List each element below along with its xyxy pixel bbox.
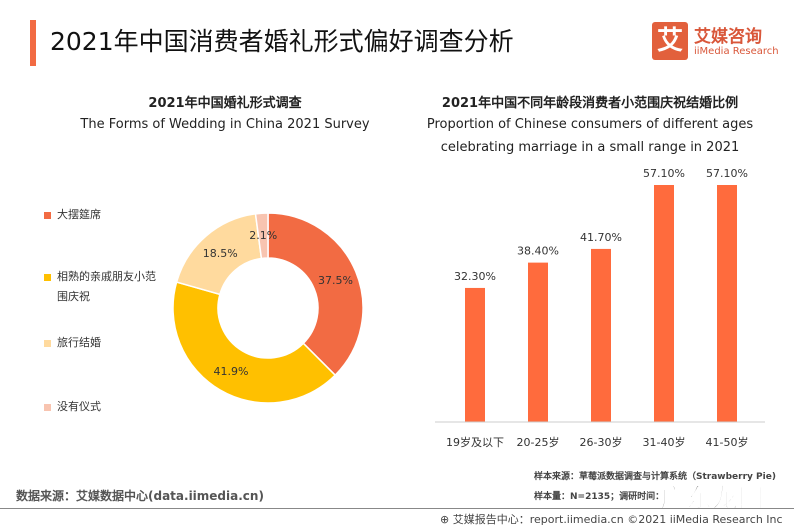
logo-icon: 艾 (652, 22, 688, 60)
legend-label: 旅行结婚 (57, 336, 101, 349)
legend-swatch (44, 274, 51, 281)
footer-divider (0, 508, 794, 509)
legend-swatch (44, 404, 51, 411)
page-title: 2021年中国消费者婚礼形式偏好调查分析 (50, 27, 514, 56)
data-source: 数据来源：艾媒数据中心(data.iimedia.cn) (16, 489, 264, 503)
bar (528, 262, 548, 422)
pie-subtitle: The Forms of Wedding in China 2021 Surve… (80, 117, 370, 132)
bar-chart: 32.30% 19岁及以下 38.40% 20-25岁 41.70% 26-30岁 57.1… (435, 167, 765, 449)
bar-value-label: 41.70% (580, 231, 622, 244)
legend-item: 没有仪式 (44, 397, 164, 417)
sample-source-note: 样本来源：草莓派数据调查与计算系统（Strawberry Pie) (534, 472, 776, 482)
bar (654, 185, 674, 422)
slice-label: 41.9% (214, 365, 249, 378)
footer-text: 艾媒报告中心：report.iimedia.cn ©2021 iiMedia R… (452, 513, 783, 526)
bar-title: 2021年中国不同年龄段消费者小范围庆祝结婚比例 (441, 96, 739, 111)
logo-en: iiMedia Research (694, 46, 779, 57)
globe-icon: ⊕ (440, 513, 453, 526)
title-accent-bar (30, 20, 36, 66)
bar-subtitle-2: celebrating marriage in a small range in… (440, 140, 740, 155)
pie-title: 2021年中国婚礼形式调查 (148, 96, 302, 111)
x-tick-label: 19岁及以下 (446, 435, 504, 449)
watermark: 广东龙网 (659, 484, 765, 515)
bar-value-label: 32.30% (454, 270, 496, 283)
legend-item: 相熟的亲戚朋友小范围庆祝 (44, 267, 164, 307)
bar-subtitle-1: Proportion of Chinese consumers of diffe… (426, 117, 754, 132)
footer: ⊕ 艾媒报告中心：report.iimedia.cn ©2021 iiMedia… (440, 511, 783, 527)
bar-value-label: 57.10% (706, 167, 748, 180)
legend-swatch (44, 212, 51, 219)
legend-item: 旅行结婚 (44, 333, 164, 353)
x-tick-label: 41-50岁 (706, 435, 749, 449)
slice-label: 37.5% (318, 274, 353, 287)
bar-value-label: 57.10% (643, 167, 685, 180)
logo: 艾 艾媒咨询 iiMedia Research (652, 22, 780, 62)
legend-label: 相熟的亲戚朋友小范围庆祝 (57, 270, 156, 303)
donut-slice (172, 281, 337, 404)
x-tick-label: 26-30岁 (580, 435, 623, 449)
legend-item: 大摆筵席 (44, 205, 164, 225)
donut-slice (254, 212, 269, 260)
donut-slice (267, 212, 364, 377)
legend-swatch (44, 340, 51, 347)
sample-size-note: 样本量：N=2135；调研时间： (534, 492, 665, 502)
legend-label: 没有仪式 (57, 400, 101, 413)
logo-cn: 艾媒咨询 (694, 27, 762, 47)
slice-label: 18.5% (203, 247, 238, 260)
bar-value-label: 38.40% (517, 245, 559, 258)
bar (591, 248, 611, 422)
bar (465, 287, 485, 422)
legend-label: 大摆筵席 (57, 208, 101, 221)
bar (717, 185, 737, 422)
slice-label: 2.1% (249, 229, 277, 242)
donut-chart: 37.5% 41.9% 18.5% 2.1% (172, 212, 364, 404)
x-tick-label: 31-40岁 (643, 435, 686, 449)
x-tick-label: 20-25岁 (517, 435, 560, 449)
